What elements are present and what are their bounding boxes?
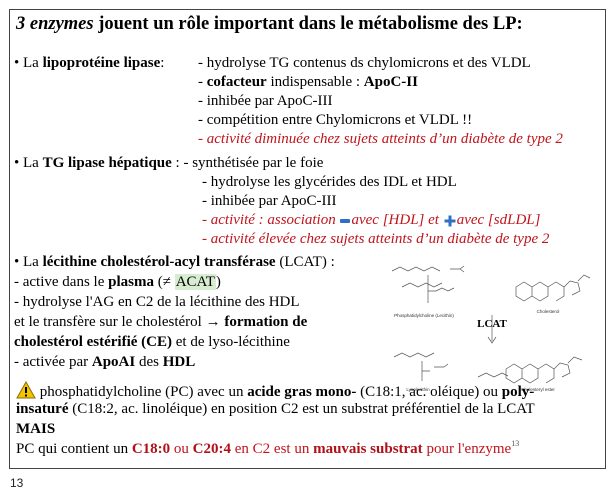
note-p1-c: (C18:1, ac. oléique) ou (356, 384, 502, 400)
plasma-term: plasma (108, 274, 154, 290)
slide-title: 3 enzymes jouent un rôle important dans … (16, 14, 523, 34)
lcat-line-5-a: - activée par (14, 354, 92, 370)
lcat-heading: • La lécithine cholestérol-acyl transfér… (14, 254, 335, 271)
lpl-heading: • La lipoprotéine lipase: (14, 55, 164, 72)
tgl-line-5: - activité élevée chez sujets atteints d… (202, 231, 550, 247)
dash: - (198, 74, 207, 90)
note-mauvais-substrat: mauvais substrat (313, 441, 423, 457)
tgl-line-1: : - synthétisée par le foie (171, 155, 324, 171)
lcat-line-5: - activée par ApoAI des HDL (14, 354, 195, 371)
note-p4-g: pour l'enzyme (422, 441, 512, 457)
lcat-line-1-a: - active dans le (14, 274, 109, 290)
cofacteur-term: cofacteur (206, 74, 267, 90)
note-insature: insaturé (16, 401, 69, 417)
note-c18-0: C18:0 (131, 441, 171, 457)
caption-lysolecithin: Lysolecithin (406, 387, 430, 392)
formation-term: formation de (224, 314, 308, 330)
bullet: • (14, 254, 20, 270)
lcat-suffix: (LCAT) : (275, 254, 335, 270)
tgl-line-4-a: - activité : association (202, 212, 340, 228)
tgl-prefix: La (19, 155, 43, 171)
note-poly: poly- (501, 384, 535, 400)
apoc2-term: ApoC-II (363, 74, 418, 90)
lcat-line-5-c: des (135, 354, 163, 370)
lcat-line-1-e: ) (215, 274, 221, 290)
lpl-name: lipoprotéine lipase (42, 55, 161, 71)
note-mais: MAIS (16, 421, 56, 437)
caption-lecithin: Phosphatidylcholine (Lecithin) (394, 313, 454, 318)
tgl-heading: • La TG lipase hépatique : - synthétisée… (14, 155, 323, 172)
page-number: 13 (10, 476, 24, 490)
tgl-line-4-c: avec [sdLDL] (456, 212, 541, 228)
tgl-line-2: - hydrolyse les glycérides des IDL et HD… (202, 174, 457, 190)
title-rest: jouent un rôle important dans le métabol… (93, 14, 523, 34)
acat-term: ACAT (174, 274, 216, 290)
lcat-name: lécithine cholestérol-acyl transférase (42, 254, 276, 270)
tgl-line-3: - inhibée par ApoC-III (202, 193, 337, 209)
note-p1: phosphatidylcholine (PC) avec un (36, 384, 248, 400)
tgl-line-4-b: avec [HDL] et (351, 212, 443, 228)
lpl-line-3: - inhibée par ApoC-III (198, 93, 333, 109)
hdl-term: HDL (162, 354, 196, 370)
slide-footnote-number: 13 (511, 439, 520, 448)
lcat-line-4: cholestérol estérifié (CE) et de lyso-lé… (14, 334, 290, 351)
slide-frame: 3 enzymes jouent un rôle important dans … (9, 9, 606, 469)
lcat-line-3-a: et le transfère sur le cholestérol → (14, 314, 225, 330)
lpl-line-2: - cofacteur indispensable : ApoC-II (198, 74, 418, 91)
lcat-enzyme-label: LCAT (477, 318, 507, 330)
tgl-line-4: - activité : association avec [HDL] et a… (202, 212, 540, 229)
caption-cholesterol: Cholesterol (537, 309, 560, 314)
lpl-line-4: - compétition entre Chylomicrons et VLDL… (198, 112, 473, 128)
note-mono: acide gras mono- (247, 384, 357, 400)
lcat-line-1: - active dans le plasma (≠ ACAT) (14, 274, 221, 291)
bullet: • (14, 155, 20, 171)
lcat-line-4-b: et de lyso-lécithine (172, 334, 290, 350)
minus-icon (340, 218, 351, 223)
lcat-reaction-diagram: LCAT Phosphatidylcholine (Lecithin) Chol… (391, 265, 591, 392)
note-line-4: PC qui contient un C18:0 ou C20:4 en C2 … (16, 439, 520, 459)
warning-icon (16, 380, 36, 399)
caption-cholesteryl-ester: Cholesteryl ester (521, 387, 555, 392)
note-c20-4: C20:4 (192, 441, 231, 457)
lcat-line-3: et le transfère sur le cholestérol → for… (14, 314, 307, 331)
lcat-line-2: - hydrolyse l'AG en C2 de la lécithine d… (14, 294, 300, 310)
lpl-line-2-mid: indispensable : (266, 74, 364, 90)
tgl-name: TG lipase hépatique (42, 155, 172, 171)
lcat-line-1-c: (≠ (153, 274, 175, 290)
lcat-prefix: La (19, 254, 43, 270)
note-line-1: phosphatidylcholine (PC) avec un acide g… (16, 380, 535, 401)
lpl-prefix: La (19, 55, 43, 71)
note-p4-a: PC qui contient un (16, 441, 132, 457)
lpl-line-5: - activité diminuée chez sujets atteints… (198, 131, 563, 147)
ce-term: cholestérol estérifié (CE) (14, 334, 172, 350)
title-enzymes: 3 enzymes (16, 14, 94, 34)
note-ou: ou (170, 441, 193, 457)
note-p4-e: en C2 est un (231, 441, 314, 457)
apoai-term: ApoAI (91, 354, 136, 370)
plus-icon (444, 215, 456, 227)
lpl-colon: : (160, 55, 165, 71)
note-p2-c: (C18:2, ac. linoléique) en position C2 e… (68, 401, 535, 417)
note-line-2: insaturé (C18:2, ac. linoléique) en posi… (16, 401, 535, 418)
lpl-line-1: - hydrolyse TG contenus ds chylomicrons … (198, 55, 531, 71)
bullet: • (14, 55, 20, 71)
